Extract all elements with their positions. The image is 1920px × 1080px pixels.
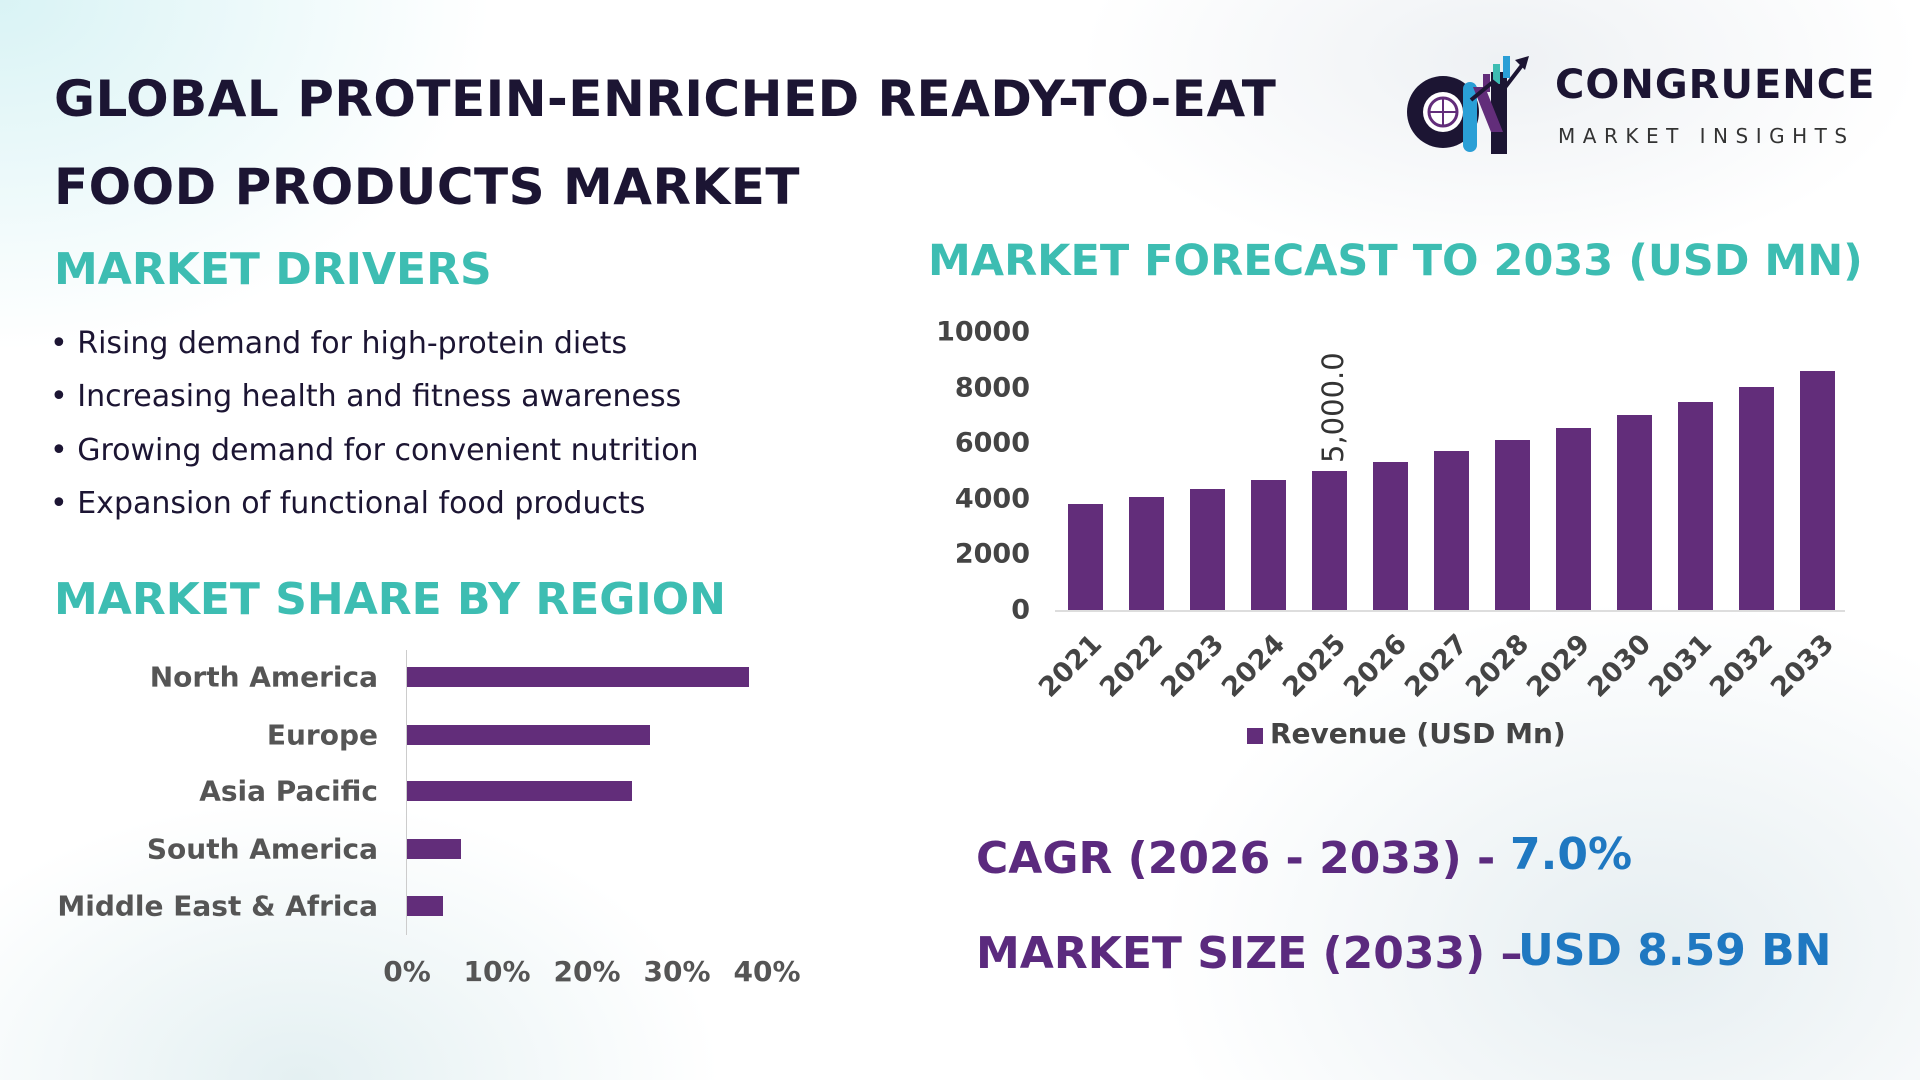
forecast-bar bbox=[1556, 427, 1591, 610]
forecast-x-tick: 2021 bbox=[1033, 628, 1109, 704]
forecast-y-tick: 2000 bbox=[954, 538, 1030, 570]
region-label: Europe bbox=[266, 718, 378, 752]
forecast-data-label: 5,000.0 bbox=[1315, 352, 1350, 463]
forecast-x-tick: 2025 bbox=[1277, 628, 1353, 704]
region-bar bbox=[407, 839, 461, 859]
forecast-bar bbox=[1373, 462, 1408, 610]
region-bar bbox=[407, 667, 749, 687]
forecast-y-tick: 4000 bbox=[954, 483, 1030, 515]
forecast-y-tick: 8000 bbox=[954, 372, 1030, 404]
cagr-label: CAGR (2026 - 2033) - bbox=[976, 833, 1496, 884]
driver-item: • Growing demand for convenient nutritio… bbox=[50, 433, 699, 468]
forecast-x-tick: 2027 bbox=[1399, 628, 1475, 704]
region-x-tick: 0% bbox=[383, 955, 431, 988]
forecast-x-tick: 2032 bbox=[1704, 628, 1780, 704]
region-label: Asia Pacific bbox=[199, 774, 378, 808]
forecast-x-tick: 2026 bbox=[1338, 628, 1414, 704]
market-size-value: USD 8.59 BN bbox=[1518, 925, 1832, 976]
region-bar bbox=[407, 896, 443, 916]
forecast-x-tick: 2022 bbox=[1094, 628, 1170, 704]
page-title-line2: FOOD PRODUCTS MARKET bbox=[54, 158, 801, 216]
forecast-y-tick: 0 bbox=[1011, 594, 1030, 626]
forecast-x-tick: 2023 bbox=[1155, 628, 1231, 704]
forecast-heading: MARKET FORECAST TO 2033 (USD MN) bbox=[928, 236, 1863, 286]
legend-label: Revenue (USD Mn) bbox=[1270, 717, 1566, 750]
region-label: North America bbox=[149, 660, 378, 694]
driver-item: • Expansion of functional food products bbox=[50, 486, 646, 521]
forecast-bar bbox=[1678, 402, 1713, 610]
forecast-x-tick: 2030 bbox=[1582, 628, 1658, 704]
logo-tagline: MARKET INSIGHTS bbox=[1558, 124, 1855, 148]
forecast-bar bbox=[1190, 489, 1225, 610]
forecast-bar bbox=[1068, 504, 1103, 610]
legend-swatch bbox=[1247, 728, 1263, 744]
region-bar bbox=[407, 725, 650, 745]
forecast-bar bbox=[1739, 387, 1774, 610]
region-bar bbox=[407, 781, 632, 801]
logo: CONGRUENCE MARKET INSIGHTS bbox=[1403, 52, 1876, 157]
forecast-x-tick: 2029 bbox=[1521, 628, 1597, 704]
region-label: Middle East & Africa bbox=[57, 889, 378, 923]
forecast-y-tick: 6000 bbox=[954, 427, 1030, 459]
region-heading: MARKET SHARE BY REGION bbox=[54, 574, 726, 625]
region-axis-line bbox=[406, 650, 407, 935]
forecast-bar bbox=[1434, 450, 1469, 610]
region-x-tick: 30% bbox=[643, 955, 711, 988]
forecast-bar bbox=[1312, 471, 1347, 610]
region-x-tick: 40% bbox=[733, 955, 801, 988]
forecast-bar bbox=[1129, 496, 1164, 610]
forecast-bar bbox=[1617, 415, 1652, 610]
cagr-value: 7.0% bbox=[1510, 829, 1633, 880]
forecast-x-tick: 2033 bbox=[1765, 628, 1841, 704]
region-x-tick: 20% bbox=[553, 955, 621, 988]
forecast-bar bbox=[1251, 479, 1286, 610]
forecast-x-tick: 2031 bbox=[1643, 628, 1719, 704]
region-label: South America bbox=[146, 832, 378, 866]
logo-mark-icon bbox=[1407, 56, 1529, 154]
forecast-x-tick: 2024 bbox=[1216, 628, 1292, 704]
market-size-label: MARKET SIZE (2033) – bbox=[976, 928, 1523, 979]
forecast-bar bbox=[1800, 371, 1835, 610]
forecast-x-tick: 2028 bbox=[1460, 628, 1536, 704]
driver-item: • Increasing health and fitness awarenes… bbox=[50, 379, 682, 414]
logo-name: CONGRUENCE bbox=[1555, 62, 1876, 108]
forecast-bar bbox=[1495, 439, 1530, 610]
region-x-tick: 10% bbox=[463, 955, 531, 988]
page-title-line1: GLOBAL PROTEIN-ENRICHED READY-TO-EAT bbox=[54, 70, 1277, 128]
forecast-axis-line bbox=[1055, 610, 1845, 612]
forecast-y-tick: 10000 bbox=[936, 316, 1030, 348]
driver-item: • Rising demand for high-protein diets bbox=[50, 326, 628, 361]
drivers-heading: MARKET DRIVERS bbox=[54, 244, 492, 295]
